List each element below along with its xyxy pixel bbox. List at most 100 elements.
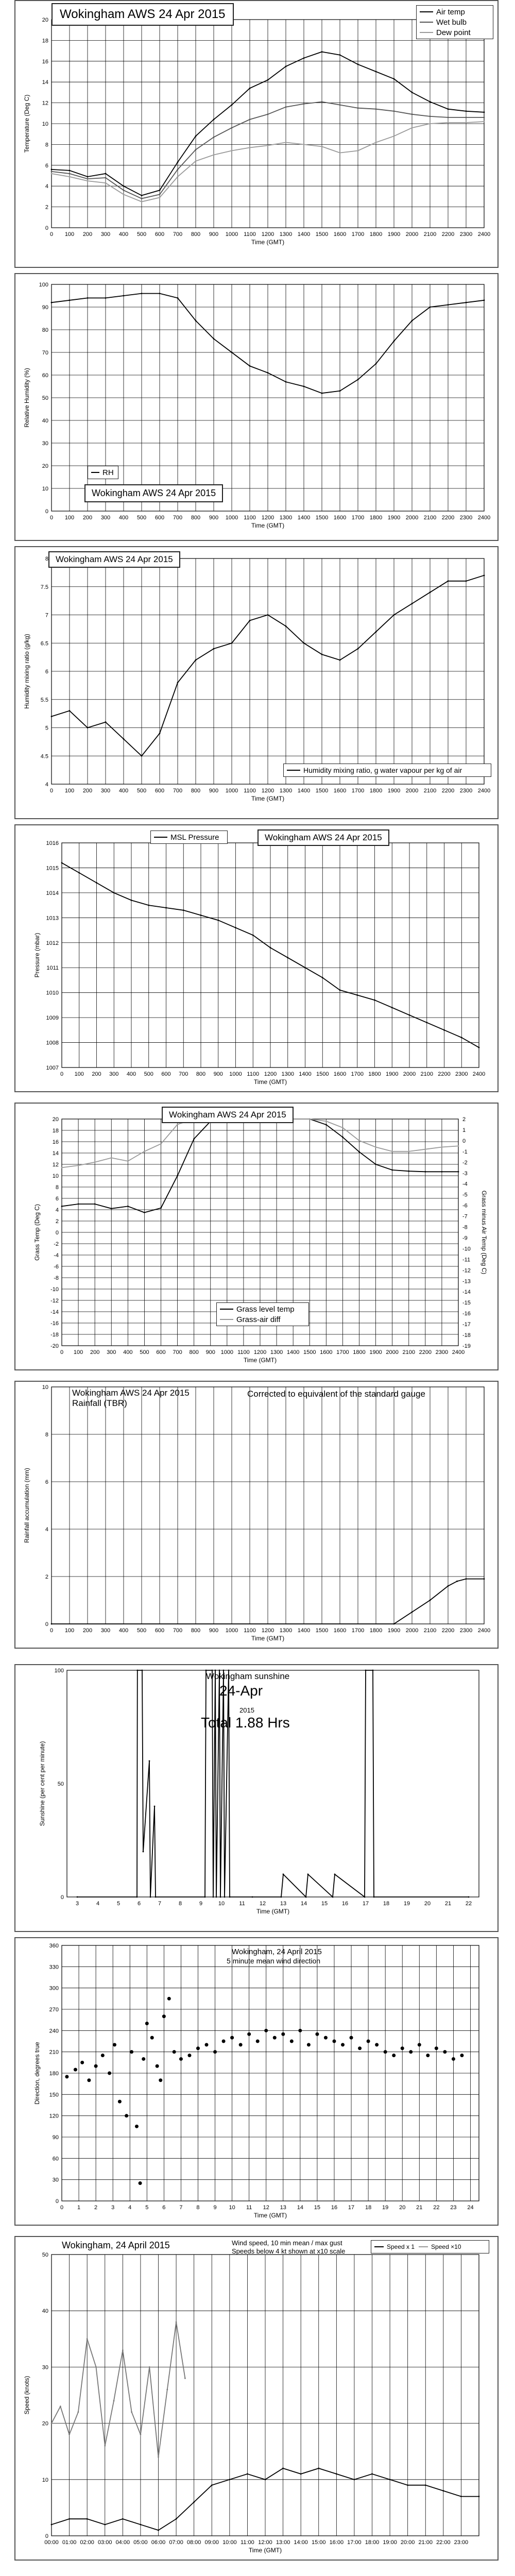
series-line bbox=[52, 1578, 484, 1624]
x-tick-label: 23:00 bbox=[454, 2539, 469, 2546]
data-point bbox=[282, 2467, 284, 2469]
legend-label: Grass level temp bbox=[236, 1304, 295, 1314]
data-point bbox=[400, 2046, 404, 2050]
x-tick-label: 800 bbox=[191, 231, 200, 238]
x-tick-label: 200 bbox=[83, 1628, 92, 1634]
data-point bbox=[358, 1140, 360, 1142]
data-point bbox=[365, 1669, 367, 1671]
data-point bbox=[426, 2054, 430, 2058]
x-tick-label: 500 bbox=[137, 1628, 146, 1634]
legend-swatch bbox=[420, 32, 433, 33]
data-point bbox=[195, 659, 197, 661]
sunshine-chart-panel: 0 50 100 3 4 5 6 7 8 9 10 11 12 13 14 15 16 17 18 19 20 21 22 T… bbox=[14, 1664, 499, 1932]
data-point bbox=[136, 1896, 138, 1898]
chart-title: Wokingham AWS 24 Apr 2015 bbox=[52, 3, 234, 26]
data-point bbox=[447, 580, 449, 582]
x-tick-label: 1200 bbox=[262, 515, 274, 521]
legend-swatch bbox=[419, 2246, 428, 2247]
rainfall-chart-panel: 0 2 4 6 8 10 0 100 200 300 400 500 600 700 800 900 1000 1… bbox=[14, 1381, 499, 1649]
x-tick-label: 2000 bbox=[403, 1071, 416, 1077]
x-tick-label: 2400 bbox=[452, 1349, 465, 1355]
x-tick-label: 1600 bbox=[334, 1628, 346, 1634]
y-tick-label: 360 bbox=[49, 1943, 59, 1949]
data-point bbox=[443, 2050, 447, 2054]
x-tick-label: 02:00 bbox=[80, 2539, 94, 2546]
x-tick-label: 14 bbox=[301, 1901, 307, 1907]
x-tick-label: 2000 bbox=[406, 788, 418, 794]
x-tick-label: 1500 bbox=[316, 515, 328, 521]
data-point bbox=[149, 1896, 151, 1898]
data-point bbox=[127, 1206, 129, 1207]
data-point bbox=[153, 1805, 156, 1807]
data-point bbox=[108, 2071, 112, 2075]
x-tick-label: 18 bbox=[365, 2205, 371, 2211]
legend-label: Humidity mixing ratio, g water vapour pe… bbox=[303, 766, 462, 774]
data-point bbox=[148, 1760, 150, 1762]
y-tick-label: 6 bbox=[56, 1196, 59, 1202]
x-tick-label: 17:00 bbox=[347, 2539, 362, 2546]
data-point bbox=[411, 127, 413, 129]
x-tick-label: 2300 bbox=[460, 1628, 472, 1634]
x-tick-label: 2400 bbox=[473, 1071, 485, 1077]
data-point bbox=[123, 295, 125, 297]
x-tick-label: 0 bbox=[60, 1071, 63, 1077]
data-point bbox=[349, 2036, 353, 2040]
x-tick-label: 1000 bbox=[226, 788, 238, 794]
data-point bbox=[123, 193, 125, 195]
data-point bbox=[141, 755, 143, 757]
x-tick-label: 2100 bbox=[424, 788, 436, 794]
data-point bbox=[408, 1170, 410, 1172]
x-tick-label: 600 bbox=[155, 515, 164, 521]
y2-tick-label: -13 bbox=[462, 1278, 471, 1284]
data-point bbox=[342, 1127, 344, 1129]
x-tick-label: 23 bbox=[450, 2205, 456, 2211]
data-point bbox=[267, 145, 269, 146]
x-tick-label: 800 bbox=[196, 1071, 205, 1077]
x-tick-label: 00:00 bbox=[44, 2539, 59, 2546]
y2-tick-label: -16 bbox=[462, 1311, 471, 1317]
y-tick-label: 12 bbox=[42, 100, 48, 107]
y-tick-label: 1009 bbox=[46, 1015, 59, 1021]
y-tick-label: -18 bbox=[50, 1332, 59, 1338]
data-point bbox=[478, 1046, 480, 1048]
data-point bbox=[123, 185, 125, 187]
x-tick-label: 11 bbox=[246, 2205, 252, 2211]
chart-title: Wokingham AWS 24 Apr 2015 bbox=[162, 1107, 294, 1123]
x-tick-label: 2400 bbox=[478, 515, 490, 521]
data-point bbox=[68, 176, 71, 178]
y-tick-label: 8 bbox=[45, 556, 48, 562]
x-tick-label: 2200 bbox=[442, 515, 454, 521]
y2-tick-label: -7 bbox=[462, 1214, 468, 1220]
x-tick-label: 100 bbox=[65, 231, 74, 238]
x-tick-label: 1700 bbox=[352, 231, 364, 238]
x-tick-label: 17 bbox=[348, 2205, 354, 2211]
data-point bbox=[358, 1151, 360, 1153]
y-tick-label: 20 bbox=[42, 17, 48, 23]
x-tick-label: 1400 bbox=[287, 1349, 299, 1355]
chart-title: Wokingham AWS 24 Apr 2015 bbox=[48, 551, 180, 568]
data-point bbox=[213, 154, 215, 156]
data-point bbox=[94, 1161, 96, 1163]
y-tick-label: -16 bbox=[50, 1320, 59, 1327]
x-tick-label: 2100 bbox=[424, 515, 436, 521]
x-tick-label: 2400 bbox=[478, 788, 490, 794]
plot-area bbox=[61, 1945, 479, 2201]
y-tick-label: 60 bbox=[42, 372, 48, 379]
x-tick-label: 8 bbox=[196, 2205, 199, 2211]
y-tick-label: -12 bbox=[50, 1298, 59, 1304]
x-tick-label: 18 bbox=[383, 1901, 389, 1907]
x-tick-label: 900 bbox=[214, 1071, 223, 1077]
data-point bbox=[127, 1160, 129, 1162]
x-axis-label: Time (GMT) bbox=[249, 2547, 282, 2554]
y2-tick-label: -4 bbox=[462, 1181, 468, 1188]
data-point bbox=[339, 659, 341, 661]
chart-total: Total 1.88 Hrs bbox=[201, 1715, 290, 1731]
data-point bbox=[130, 900, 132, 901]
x-tick-label: 1400 bbox=[298, 515, 310, 521]
data-point bbox=[87, 2078, 91, 2082]
y-tick-label: 90 bbox=[53, 2134, 59, 2141]
y-tick-label: 18 bbox=[53, 1128, 59, 1134]
y2-tick-label: -14 bbox=[462, 1289, 471, 1295]
data-point bbox=[392, 2054, 396, 2058]
x-tick-label: 22 bbox=[466, 1901, 472, 1907]
